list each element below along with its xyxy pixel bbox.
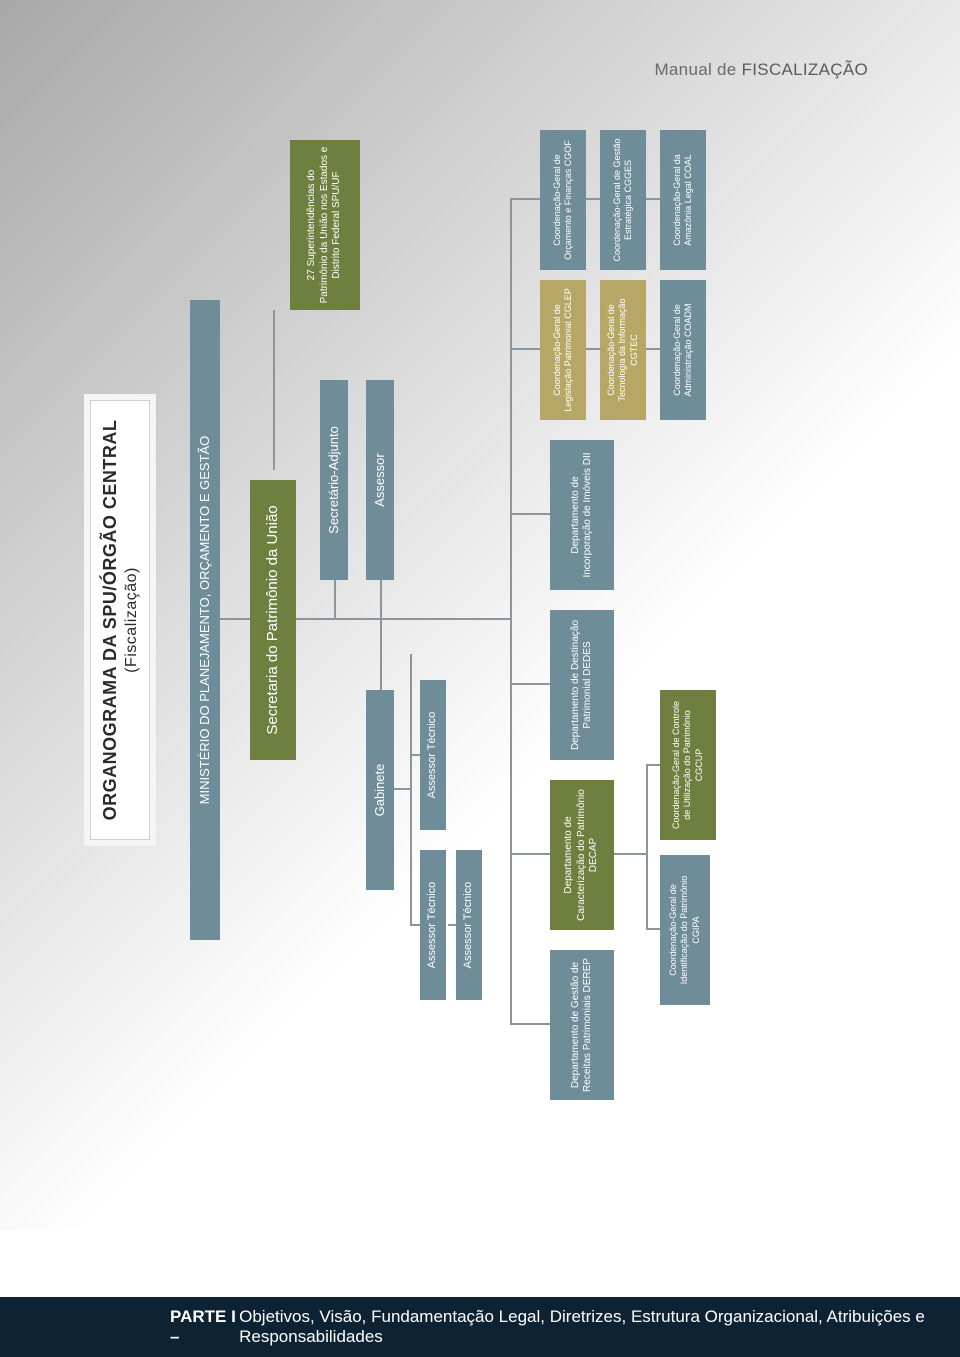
footer-bar: PARTE I – Objetivos, Visão, Fundamentaçã… (0, 1297, 960, 1357)
connector (334, 580, 336, 620)
org-node-coal: Coordenação-Geral da Amazônia Legal COAL (660, 130, 706, 270)
org-node-at3: Assessor Técnico (456, 850, 482, 1000)
org-node-spu: Secretaria do Patrimônio da União (250, 480, 296, 760)
chart-title: ORGANOGRAMA DA SPU/ÓRGÃO CENTRAL (100, 420, 121, 821)
connector (510, 199, 512, 1025)
org-chart: ORGANOGRAMA DA SPU/ÓRGÃO CENTRAL (Fiscal… (0, 220, 960, 1020)
connector (646, 198, 660, 200)
org-node-cgtec: Coordenação-Geral de Tecnologia da Infor… (600, 280, 646, 420)
connector (510, 198, 540, 200)
connector (614, 853, 646, 855)
org-node-min: MINISTÉRIO DO PLANEJAMENTO, ORÇAMENTO E … (190, 300, 220, 940)
connector (510, 348, 540, 350)
footer-text: Objetivos, Visão, Fundamentação Legal, D… (239, 1307, 960, 1347)
org-node-cgcup: Coordenação-Geral de Controle de Utiliza… (660, 690, 716, 840)
org-node-coadm: Coordenação-Geral de Administração COADM (660, 280, 706, 420)
org-node-cglep: Coordenação-Geral de Legislação Patrimon… (540, 280, 586, 420)
connector (448, 924, 456, 926)
org-node-cgipa: Coordenação-Geral de Identificação do Pa… (660, 855, 710, 1005)
connector (510, 618, 512, 620)
org-node-cgof: Coordenação-Geral de Orçamento e Finança… (540, 130, 586, 270)
org-node-at2: Assessor Técnico (420, 680, 446, 830)
connector (646, 928, 660, 930)
connector (394, 788, 410, 790)
connector (380, 620, 382, 690)
connector (646, 348, 660, 350)
connector (410, 654, 412, 926)
org-node-decap: Departamento de Caracterização do Patrim… (550, 780, 614, 930)
connector (510, 513, 550, 515)
org-node-dedes: Departamento de Destinação Patrimonial D… (550, 610, 614, 760)
chart-title-box: ORGANOGRAMA DA SPU/ÓRGÃO CENTRAL (Fiscal… (90, 400, 150, 840)
connector (380, 580, 382, 620)
connector (510, 683, 550, 685)
connector (646, 764, 648, 930)
org-node-derep: Departamento de Gestão de Receitas Patri… (550, 950, 614, 1100)
connector (510, 853, 550, 855)
org-chart-stage: ORGANOGRAMA DA SPU/ÓRGÃO CENTRAL (Fiscal… (80, 100, 880, 1140)
org-node-spuuf: 27 Superintendências do Patrimônio da Un… (290, 140, 360, 310)
chart-subtitle: (Fiscalização) (123, 567, 141, 673)
org-node-dii: Departamento de Incorporação de Imóveis … (550, 440, 614, 590)
connector (510, 1023, 550, 1025)
org-node-at1: Assessor Técnico (420, 850, 446, 1000)
connector (586, 198, 600, 200)
org-node-cgges: Coordenação-Geral de Gestão Estratégica … (600, 130, 646, 270)
page-header: Manual de FISCALIZAÇÃO (654, 60, 868, 80)
connector (296, 618, 510, 620)
org-node-ass1: Assessor (366, 380, 394, 580)
org-node-secadj: Secretário-Adjunto (320, 380, 348, 580)
connector (273, 310, 275, 470)
connector (220, 618, 250, 620)
header-prefix: Manual de (654, 60, 741, 79)
connector (410, 924, 420, 926)
footer-part: PARTE I – (170, 1307, 239, 1347)
header-main: FISCALIZAÇÃO (742, 60, 868, 79)
connector (586, 348, 600, 350)
org-node-gab: Gabinete (366, 690, 394, 890)
connector (410, 754, 420, 756)
connector (646, 764, 660, 766)
connector (273, 468, 275, 470)
